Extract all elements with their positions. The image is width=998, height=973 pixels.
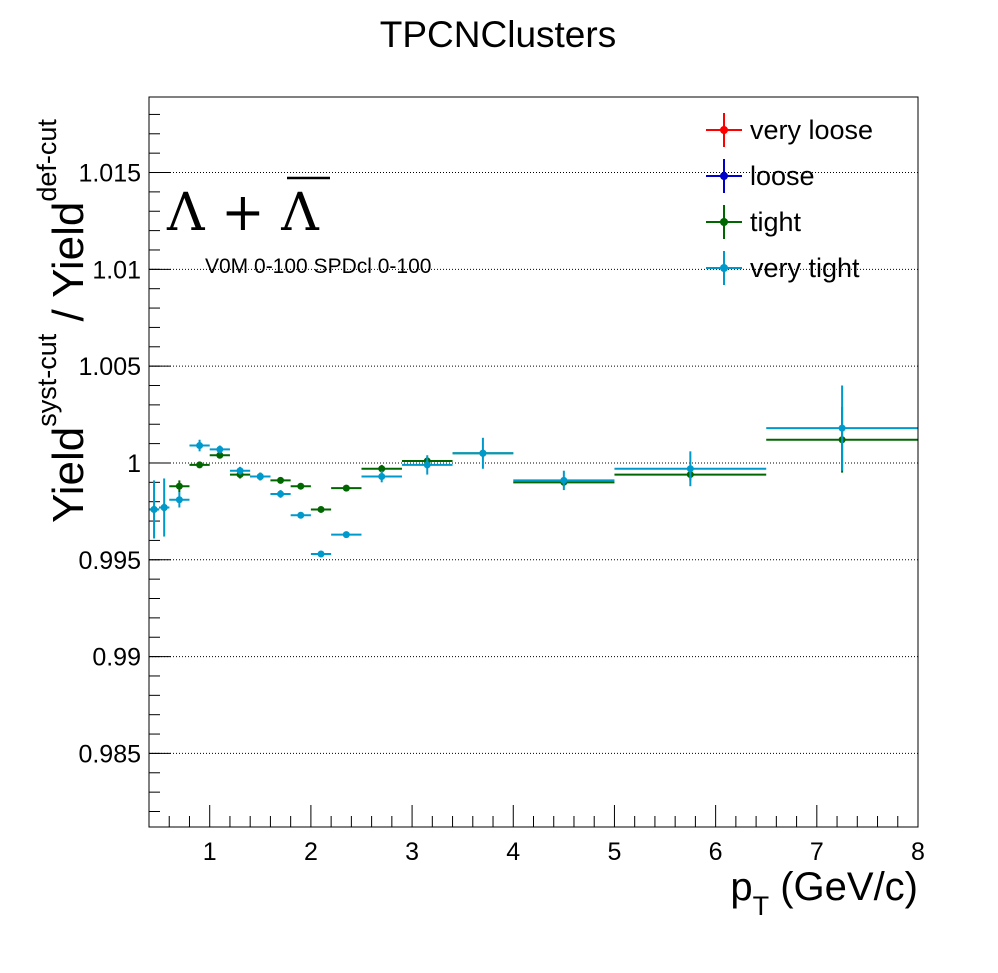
y-tick-label: 0.985 bbox=[78, 740, 141, 768]
data-point bbox=[277, 490, 285, 498]
data-point bbox=[838, 424, 846, 432]
y-tick-label: 0.995 bbox=[78, 547, 141, 575]
x-tick-label: 6 bbox=[709, 838, 723, 866]
y-tick-label: 1.01 bbox=[92, 256, 141, 284]
data-point bbox=[196, 442, 204, 450]
series-very-tight bbox=[149, 385, 918, 558]
legend-label: very loose bbox=[750, 115, 873, 145]
lambda-symbol: Λ bbox=[166, 183, 206, 243]
x-tick-label: 4 bbox=[506, 838, 520, 866]
legend-label: very tight bbox=[750, 253, 860, 283]
data-point bbox=[175, 482, 183, 490]
data-point bbox=[216, 445, 224, 453]
y-axis: 0.985 0.99 0.995 1 1.005 1.01 1.015 bbox=[78, 113, 171, 813]
data-point bbox=[423, 461, 431, 469]
legend-label: tight bbox=[750, 207, 802, 237]
y-gridlines bbox=[149, 172, 918, 754]
y-axis-title-sep: / bbox=[44, 298, 93, 334]
data-point bbox=[236, 467, 244, 475]
legend-label: loose bbox=[750, 161, 815, 191]
x-axis-title-unit: (GeV/c) bbox=[769, 865, 918, 909]
x-tick-label: 2 bbox=[304, 838, 318, 866]
legend-marker-point bbox=[720, 264, 728, 272]
legend-entry: tight bbox=[706, 205, 802, 239]
legend: very loose loose tight very tight bbox=[706, 113, 873, 285]
legend-entry: very tight bbox=[706, 251, 860, 285]
legend-marker-point bbox=[720, 172, 728, 180]
x-tick-label: 8 bbox=[911, 838, 925, 866]
x-tick-label: 7 bbox=[810, 838, 824, 866]
data-point bbox=[297, 482, 305, 490]
legend-entry: very loose bbox=[706, 113, 873, 147]
data-point bbox=[560, 476, 568, 484]
data-point bbox=[479, 449, 487, 457]
y-axis-title-a-sup: syst-cut bbox=[32, 333, 62, 427]
y-axis-title-a: Yield bbox=[44, 427, 93, 523]
y-axis-title-b-sup: def-cut bbox=[32, 119, 62, 202]
y-axis-title: Yieldsyst-cut / Yielddef-cut bbox=[32, 119, 93, 523]
data-point bbox=[160, 504, 168, 512]
svg-text:Λ + Λ: Λ + Λ bbox=[166, 183, 320, 243]
data-point bbox=[297, 511, 305, 519]
x-axis-title: pT (GeV/c) bbox=[730, 865, 918, 921]
data-series bbox=[149, 385, 918, 558]
x-tick-label: 5 bbox=[607, 838, 621, 866]
x-tick-label: 3 bbox=[405, 838, 419, 866]
x-axis: 1 2 3 4 5 6 7 8 bbox=[148, 805, 925, 866]
y-tick-label: 1.005 bbox=[78, 353, 141, 381]
x-axis-title-main: p bbox=[730, 865, 752, 909]
data-point bbox=[277, 476, 285, 484]
legend-entry: loose bbox=[706, 159, 815, 193]
y-axis-title-b: Yield bbox=[44, 202, 93, 298]
y-tick-label: 1 bbox=[127, 450, 141, 478]
x-axis-title-sub: T bbox=[753, 891, 770, 921]
data-point bbox=[317, 505, 325, 513]
chart-title: TPCNClusters bbox=[380, 14, 616, 55]
y-tick-label: 1.015 bbox=[78, 160, 141, 188]
antilambda-symbol: Λ bbox=[280, 183, 320, 243]
plot-frame bbox=[148, 96, 919, 828]
data-point bbox=[342, 531, 350, 539]
data-point bbox=[256, 473, 264, 481]
data-point bbox=[150, 505, 158, 513]
particle-annotation: Λ + Λ bbox=[166, 176, 330, 243]
legend-marker-point bbox=[720, 126, 728, 134]
data-point bbox=[216, 451, 224, 459]
y-tick-label: 0.99 bbox=[92, 644, 141, 672]
data-point bbox=[317, 550, 325, 558]
data-point bbox=[175, 496, 183, 504]
x-tick-label: 1 bbox=[203, 838, 217, 866]
legend-marker-point bbox=[720, 218, 728, 226]
data-point bbox=[342, 484, 350, 492]
data-point bbox=[378, 473, 386, 481]
plus-sign: + bbox=[205, 183, 282, 243]
data-point bbox=[378, 465, 386, 473]
selection-annotation: V0M 0-100 SPDcl 0-100 bbox=[205, 255, 431, 278]
data-point bbox=[686, 465, 694, 473]
data-point bbox=[196, 461, 204, 469]
